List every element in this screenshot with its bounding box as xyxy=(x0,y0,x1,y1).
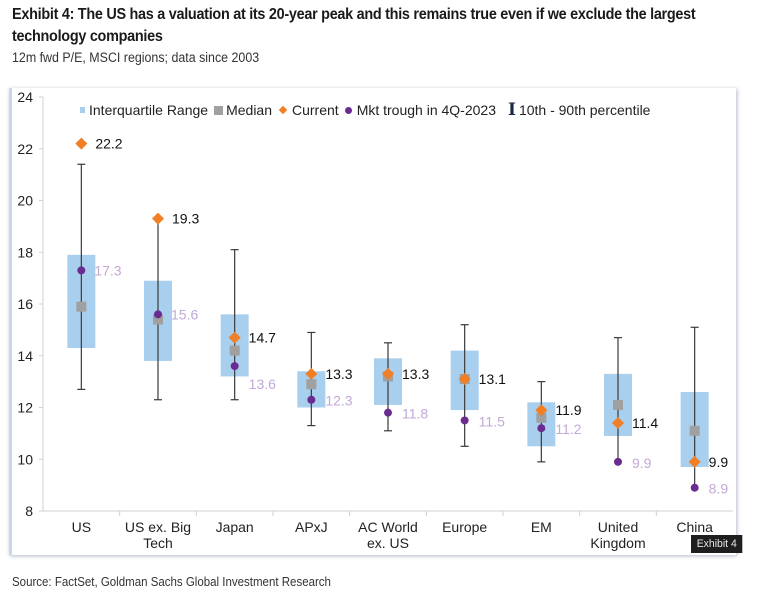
median-marker xyxy=(153,314,163,325)
legend-label-current: Current xyxy=(292,102,339,118)
x-tick-label: United xyxy=(598,519,638,535)
current-marker xyxy=(612,417,624,430)
y-tick-label: 12 xyxy=(17,400,33,416)
trough-marker xyxy=(537,424,546,433)
x-tick-label: US xyxy=(72,519,91,535)
median-marker xyxy=(536,412,547,423)
trough-marker xyxy=(230,362,239,371)
legend-label-percentile: 10th - 90th percentile xyxy=(518,102,651,118)
trough-marker xyxy=(460,416,469,425)
current-marker xyxy=(75,137,88,150)
chart-title: Exhibit 4: The US has a valuation at its… xyxy=(12,6,696,45)
median-marker xyxy=(306,379,317,390)
trough-value-label: 17.3 xyxy=(94,262,121,278)
y-tick-label: 22 xyxy=(17,141,33,157)
current-value-label: 11.9 xyxy=(555,402,581,418)
trough-marker xyxy=(690,483,699,492)
current-marker xyxy=(688,455,701,468)
median-marker xyxy=(76,301,87,312)
trough-marker xyxy=(384,408,392,417)
current-value-label: 13.3 xyxy=(325,366,352,382)
trough-marker xyxy=(154,310,162,319)
y-tick-label: 8 xyxy=(25,503,33,519)
y-tick-label: 18 xyxy=(17,244,33,260)
legend-label-iqr: Interquartile Range xyxy=(89,102,209,118)
x-tick-label: AC World xyxy=(358,519,418,535)
current-diamond-icon xyxy=(278,105,288,115)
whisker-icon: I xyxy=(507,100,516,120)
current-value-label: 11.4 xyxy=(632,415,658,431)
current-value-label: 22.2 xyxy=(95,136,122,152)
chart-panel xyxy=(9,88,736,555)
y-tick-label: 10 xyxy=(17,451,33,467)
current-marker xyxy=(305,367,318,380)
y-tick-label: 24 xyxy=(17,89,33,105)
current-value-label: 19.3 xyxy=(172,211,199,227)
trough-marker xyxy=(307,395,316,404)
current-marker xyxy=(535,404,548,417)
y-tick-label: 20 xyxy=(17,193,33,209)
legend-item-current: Current xyxy=(278,102,339,118)
trough-value-label: 8.9 xyxy=(709,481,729,497)
current-marker xyxy=(228,331,241,344)
trough-value-label: 13.6 xyxy=(249,376,276,392)
legend: Interquartile Range Median Current Mkt t… xyxy=(80,100,656,120)
median-marker xyxy=(613,399,623,410)
trough-value-label: 9.9 xyxy=(632,455,652,471)
current-value-label: 9.9 xyxy=(709,454,729,470)
exhibit-badge: Exhibit 4 xyxy=(691,535,743,553)
median-square-icon xyxy=(214,105,224,115)
legend-item-trough: Mkt trough in 4Q-2023 xyxy=(344,102,496,118)
trough-value-label: 11.8 xyxy=(402,406,428,422)
legend-item-percentile: I 10th - 90th percentile xyxy=(502,100,650,120)
legend-label-trough: Mkt trough in 4Q-2023 xyxy=(356,102,496,118)
current-marker xyxy=(152,212,164,225)
x-tick-label: China xyxy=(676,519,713,535)
x-tick-label: US ex. Big xyxy=(125,519,191,535)
chart-subtitle: 12m fwd P/E, MSCI regions; data since 20… xyxy=(12,50,260,65)
x-tick-label: Europe xyxy=(442,519,487,535)
legend-label-median: Median xyxy=(226,102,272,118)
current-marker xyxy=(458,373,471,386)
x-tick-label: Kingdom xyxy=(590,535,645,551)
legend-item-median: Median xyxy=(214,102,272,118)
current-value-label: 13.3 xyxy=(402,366,429,382)
trough-value-label: 15.6 xyxy=(171,306,198,322)
trough-marker xyxy=(77,266,86,275)
trough-value-label: 11.5 xyxy=(479,413,505,429)
current-value-label: 13.1 xyxy=(479,371,506,387)
iqr-swatch-icon xyxy=(80,107,85,113)
x-tick-label: Japan xyxy=(216,519,254,535)
current-value-label: 14.7 xyxy=(249,330,276,346)
median-marker xyxy=(689,425,700,436)
y-tick-label: 16 xyxy=(17,296,33,312)
x-tick-label: EM xyxy=(531,519,552,535)
legend-item-iqr: Interquartile Range xyxy=(80,102,208,118)
x-tick-label: Tech xyxy=(143,535,173,551)
current-marker xyxy=(382,367,394,380)
x-tick-label: ex. US xyxy=(367,535,409,551)
trough-value-label: 11.2 xyxy=(555,421,581,437)
trough-value-label: 12.3 xyxy=(325,393,352,409)
y-tick-label: 14 xyxy=(17,348,33,364)
x-tick-label: APxJ xyxy=(295,519,328,535)
trough-dot-icon xyxy=(344,106,352,114)
source-note: Source: FactSet, Goldman Sachs Global In… xyxy=(12,575,331,589)
median-marker xyxy=(229,345,240,356)
trough-marker xyxy=(614,457,622,466)
